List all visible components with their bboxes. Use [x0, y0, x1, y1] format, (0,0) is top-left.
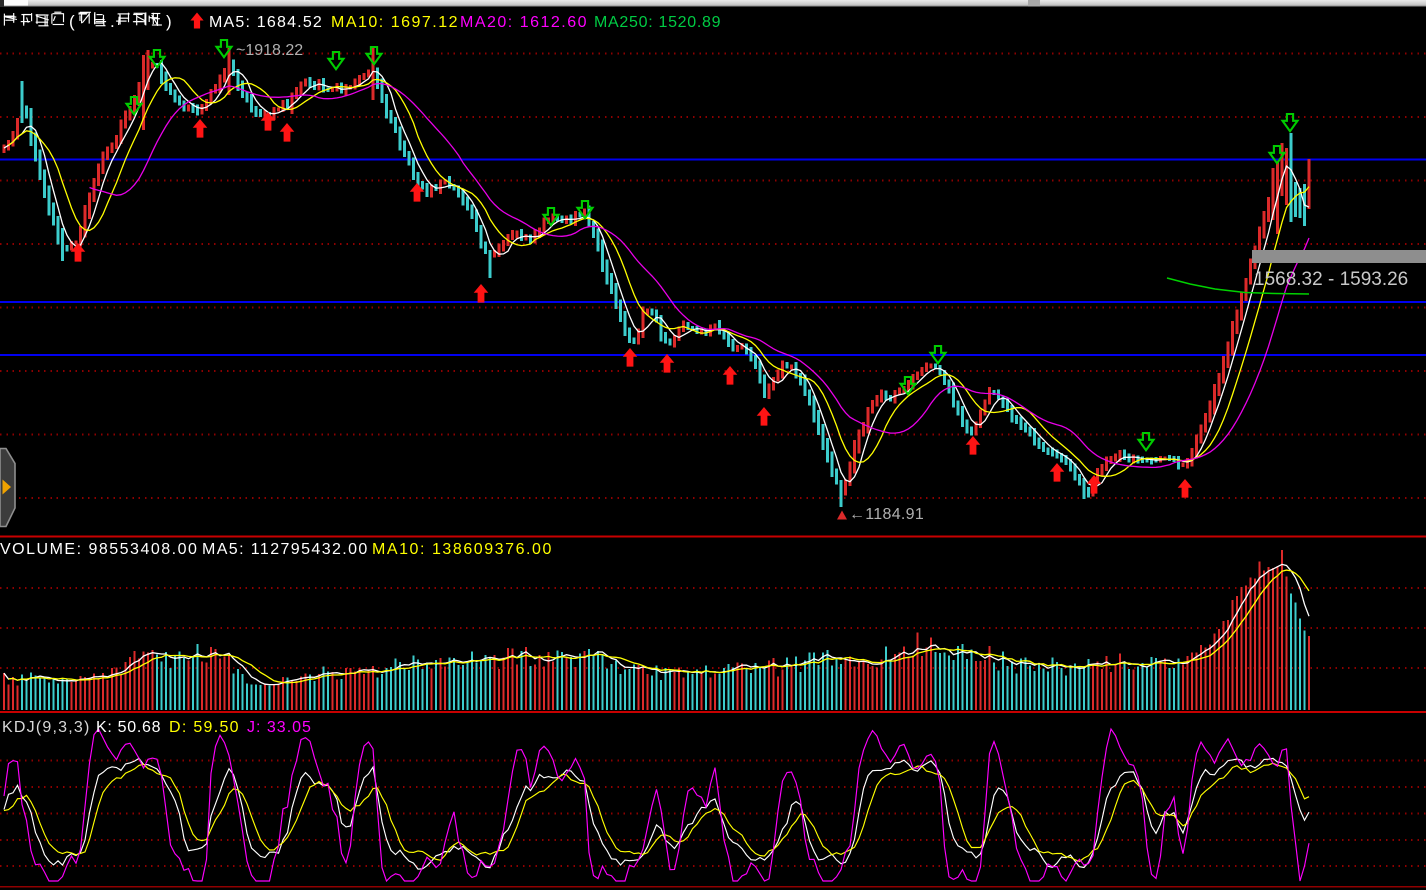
svg-text:MA10: 1697.12: MA10: 1697.12	[331, 14, 459, 31]
svg-text:J: 33.05: J: 33.05	[247, 719, 312, 736]
svg-text:←1184.91: ←1184.91	[849, 506, 924, 523]
svg-text:): )	[166, 12, 172, 31]
svg-text:K: 50.68: K: 50.68	[96, 719, 161, 736]
svg-text:MA5: 112795432.00: MA5: 112795432.00	[202, 541, 369, 558]
svg-text:MA250: 1520.89: MA250: 1520.89	[594, 14, 721, 31]
svg-text:MA20: 1612.60: MA20: 1612.60	[460, 14, 588, 31]
svg-text:.: .	[110, 12, 115, 31]
svg-text:1568.32 - 1593.26: 1568.32 - 1593.26	[1254, 269, 1408, 290]
svg-text:(: (	[69, 12, 75, 31]
svg-text:MA5: 1684.52: MA5: 1684.52	[209, 14, 323, 31]
svg-text:MA10: 138609376.00: MA10: 138609376.00	[372, 541, 553, 558]
svg-text:D: 59.50: D: 59.50	[169, 719, 240, 736]
svg-text:VOLUME: 98553408.00: VOLUME: 98553408.00	[0, 541, 198, 558]
svg-text:~1918.22: ~1918.22	[236, 42, 303, 59]
svg-text:KDJ(9,3,3): KDJ(9,3,3)	[2, 719, 90, 736]
